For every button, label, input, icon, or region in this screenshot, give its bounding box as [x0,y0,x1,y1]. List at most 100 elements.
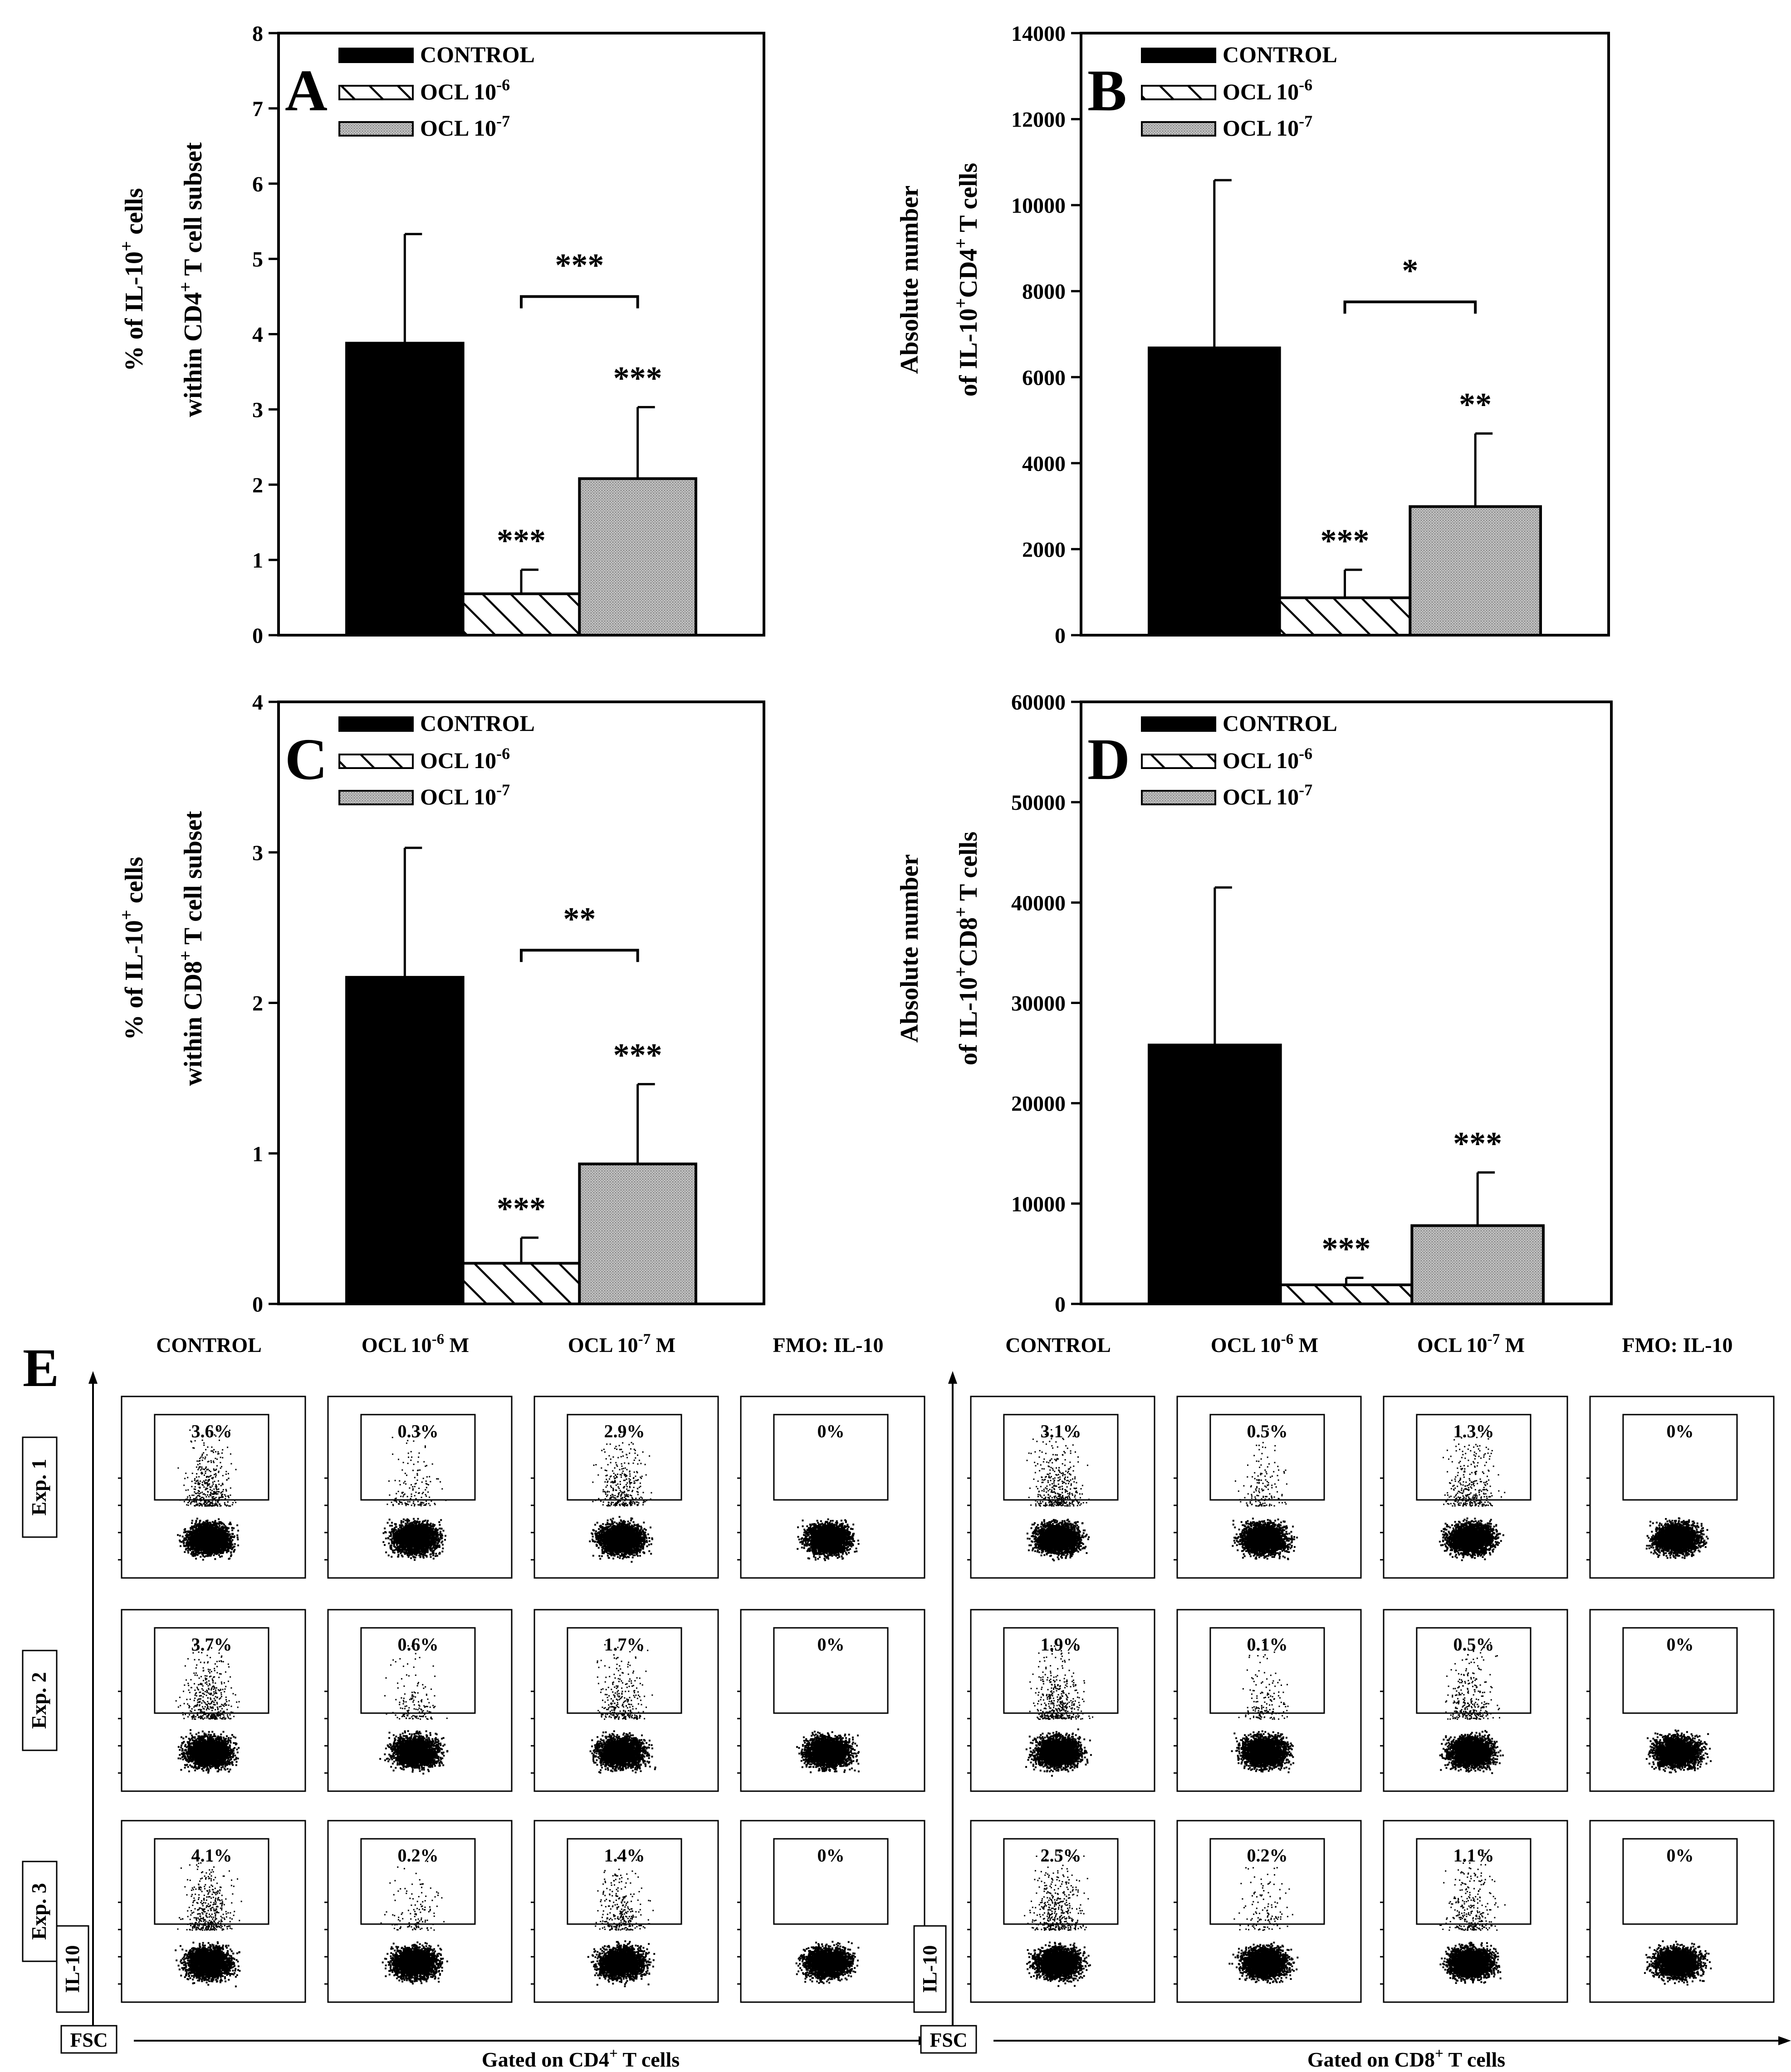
gate-box [154,1627,269,1714]
gate-percentage: 1.1% [1453,1845,1494,1866]
gate-box [360,1838,476,1925]
dot-plot: 0.5% [1380,1609,1568,1792]
y-axis-label-line1: % of IL-10+ cells [116,188,149,371]
dot-plot: 1.7% [531,1609,719,1792]
dot-plot: 0% [1586,1396,1775,1579]
cell-cluster [382,1941,448,1985]
gate-box [1209,1838,1325,1925]
positive-events [1445,1642,1500,1720]
gate-percentage: 0.3% [397,1421,438,1441]
gate-percentage: 3.7% [191,1634,232,1655]
cell-cluster [1439,1730,1504,1774]
legend-label-sup: -6 [496,76,510,94]
y-axis-label-line2-sup: + [950,298,971,309]
y-axis-label: IL-10 [61,1945,83,1993]
bar [578,477,698,637]
legend-label-part: OCL 10 [420,748,496,773]
gate-percentage: 0.5% [1453,1634,1494,1655]
y-axis-label-line1-sup: + [116,241,137,251]
y-tick-label: 3 [252,841,263,865]
legend-label-part: OCL 10 [1223,784,1299,809]
legend-swatch [1141,48,1216,63]
legend-label-part: CONTROL [1223,42,1337,67]
column-header-sup: -6 [1281,1331,1294,1347]
dot-plot: 0.3% [324,1396,513,1579]
y-tick-label: 1 [252,1142,263,1166]
gated-label-part: Gated on CD8 [1307,2048,1435,2071]
gate-percentage: 1.3% [1453,1421,1494,1441]
bar [461,592,581,637]
gate-box [154,1838,269,1925]
gate-percentage: 0% [1666,1421,1693,1441]
significance-label: *** [613,360,662,396]
y-axis-label-line2-part: of IL-10 [954,309,983,397]
legend-label-sup: -7 [496,112,510,130]
flow-group-cd4: CONTROL OCL 10-6 M OCL 10-7 M FMO: IL-10IL-… [22,1331,931,2071]
legend-swatch [338,790,414,805]
bar [461,1262,581,1305]
y-tick-label: 6000 [1022,366,1066,390]
column-header-part: CONTROL [156,1333,262,1357]
gate-box [773,1838,889,1925]
gated-label-sup: + [609,2045,618,2062]
y-axis-label-line2-part: within CD8 [179,961,207,1086]
legend-swatch [338,716,414,732]
positive-events [1024,1850,1089,1931]
arrow-head [88,1371,98,1384]
legend-label-part: OCL 10 [1223,748,1299,773]
flow-cytometry-panel: E CONTROL OCL 10-6 M OCL 10-7 M FMO: IL-10IL… [22,1331,1791,2071]
y-tick-label: 2 [252,992,263,1016]
dot-plot: 0% [737,1820,925,2003]
dot-plot: 1.4% [531,1820,719,2003]
bar [1410,1224,1545,1305]
legend-swatch [338,754,414,769]
bracket-significance-label: ** [563,901,596,937]
y-tick-label: 8000 [1022,280,1066,304]
cell-cluster [177,1518,239,1561]
y-axis-label-line2-part: within CD4 [179,292,207,417]
y-tick-label: 0 [252,624,263,648]
gated-label-sup: + [1435,2045,1444,2062]
dot-plot: 2.5% [967,1820,1155,2003]
y-axis-label-line1: Absolute number [896,186,924,374]
legend-swatch [1141,716,1216,732]
significance-label: *** [1321,523,1370,559]
significance-label: ** [1459,386,1492,422]
y-axis-label-line1-part: % of IL-10 [120,920,148,1040]
panel-letter: A [285,58,328,123]
cell-cluster [177,1729,240,1774]
dot-plot: 0.2% [1174,1820,1362,2003]
y-tick-label: 3 [252,398,263,422]
significance-bracket [520,295,639,309]
cell-cluster [1644,1940,1712,1986]
bar [1279,1283,1414,1305]
gate-box [567,1627,682,1714]
legend-swatch [338,121,414,137]
dot-plot: 0.1% [1174,1609,1362,1792]
gate-box [773,1414,889,1501]
legend-label: CONTROL [420,42,535,67]
y-tick-label: 0 [1055,624,1066,648]
y-tick-label: 6 [252,172,263,196]
legend-label-part: CONTROL [1223,710,1337,736]
cell-cluster [1645,1729,1712,1773]
dot-plot: 0.2% [324,1820,513,2003]
y-axis-label-line2-sup: + [175,950,196,961]
panel-letter: D [1087,727,1130,792]
row-label: Exp. 3 [27,1883,50,1940]
y-axis-label-line1-part: % of IL-10 [120,251,148,371]
column-header-part: M [651,1333,675,1357]
column-header: OCL 10-6 M [1211,1331,1318,1357]
y-tick-label: 2000 [1022,538,1066,562]
positive-events [177,1856,242,1931]
significance-bracket [1343,300,1477,314]
cell-cluster [587,1940,656,1988]
y-tick-label: 4 [252,691,263,715]
dot-plot: 2.9% [531,1396,719,1579]
legend-swatch [338,48,414,63]
legend-label-part: OCL 10 [1223,115,1299,141]
